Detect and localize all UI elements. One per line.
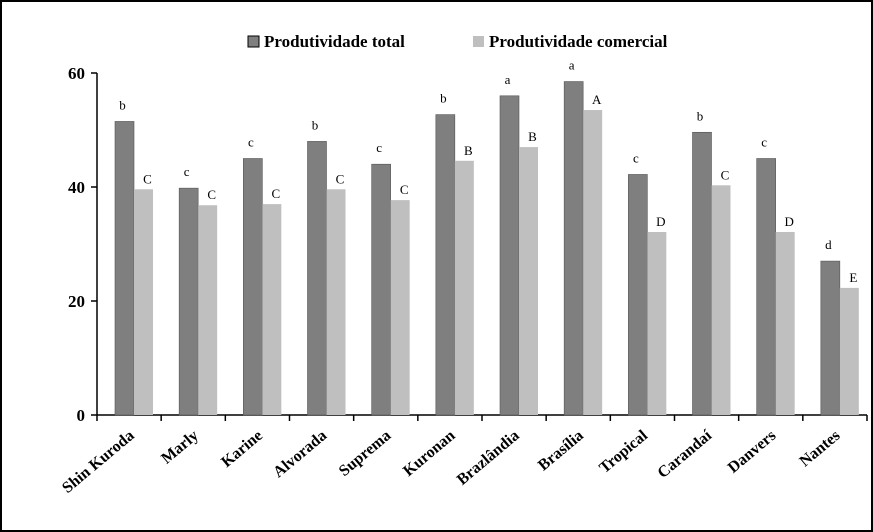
bar-letter-label: C <box>271 186 280 201</box>
bar-letter-label: C <box>207 187 216 202</box>
legend-label-series-1: Produtividade total <box>264 32 405 51</box>
bar-letter-label: b <box>119 97 126 112</box>
bar-comercial <box>711 185 731 415</box>
bars <box>114 81 859 416</box>
legend: Produtividade total Produtividade comerc… <box>247 32 668 51</box>
bar-total <box>692 131 712 416</box>
legend-label-series-2: Produtividade comercial <box>489 32 668 51</box>
bar-total <box>178 187 199 416</box>
bar-letter-label: B <box>464 143 473 158</box>
bar-letter-label: E <box>849 270 857 285</box>
bar-letter-label: d <box>825 237 832 252</box>
bar-letter-label: C <box>721 167 730 182</box>
bar-comercial <box>326 189 346 415</box>
bar-total <box>371 163 391 416</box>
bar-letter-labels: b C c Cc Cb Cc Cb Ba Ba Ac Db Cc Dd E <box>119 58 857 285</box>
bar-total <box>628 174 648 416</box>
bar-letter-label: D <box>784 214 793 229</box>
bar-letter-label: a <box>505 72 511 87</box>
bar-comercial <box>198 205 218 415</box>
bar-letter-label: A <box>592 92 602 107</box>
bar-comercial <box>839 287 859 415</box>
bar-total <box>435 114 456 416</box>
bar-letter-label: C <box>400 182 409 197</box>
legend-swatch-series-1 <box>247 35 260 48</box>
bar-letter-label: c <box>184 164 190 179</box>
bar-comercial <box>134 189 153 415</box>
bar-total <box>307 141 327 416</box>
bar-comercial <box>775 232 795 415</box>
bar-letter-label: a <box>569 58 575 73</box>
bar-letter-label: C <box>336 171 345 186</box>
x-axis-ticks <box>96 415 868 421</box>
bar-comercial <box>647 232 667 415</box>
bar-total <box>114 121 135 416</box>
y-tick-label: 20 <box>68 292 85 311</box>
y-tick-label: 60 <box>68 64 85 83</box>
bar-total <box>243 158 263 416</box>
bar-total <box>499 95 520 416</box>
bar-comercial <box>262 204 282 415</box>
bar-letter-label: C <box>143 171 152 186</box>
bar-letter-label: c <box>376 140 382 155</box>
bar-total <box>820 260 841 416</box>
bar-letter-label: b <box>312 117 319 132</box>
bar-letter-label: b <box>440 91 447 106</box>
bar-letter-label: D <box>656 214 665 229</box>
y-tick-label: 0 <box>77 406 86 425</box>
y-tick-label: 40 <box>68 178 85 197</box>
bar-letter-label: B <box>528 129 537 144</box>
bar-comercial <box>454 160 474 415</box>
bar-letter-label: c <box>761 135 767 150</box>
bar-total <box>563 81 584 416</box>
bar-letter-label: c <box>633 150 639 165</box>
legend-swatch-series-2 <box>473 36 484 47</box>
bar-comercial <box>583 110 603 416</box>
bar-letter-label: c <box>248 135 254 150</box>
bar-comercial <box>390 200 410 415</box>
bar-total <box>756 158 776 416</box>
y-axis-ticks: 0 20 40 60 <box>68 64 97 425</box>
bar-letter-label: b <box>697 108 704 123</box>
bar-comercial <box>519 147 538 415</box>
